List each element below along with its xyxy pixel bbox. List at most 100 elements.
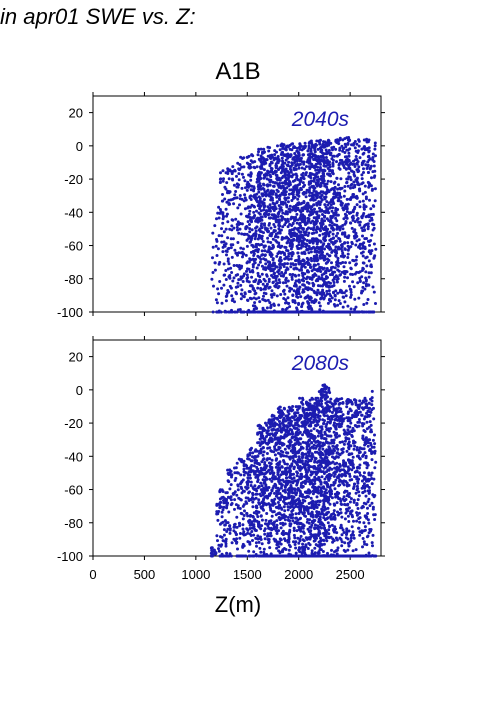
scatter-point (287, 412, 291, 416)
scatter-point (215, 310, 219, 314)
scatter-point (235, 540, 239, 544)
scatter-point (239, 297, 243, 301)
scatter-point (255, 492, 259, 496)
y-tick-label: -60 (64, 239, 83, 254)
scatter-point (301, 398, 305, 402)
scatter-point (238, 163, 242, 167)
scatter-point (258, 426, 262, 430)
scatter-point (266, 240, 270, 244)
scatter-point (229, 198, 233, 202)
scatter-point (260, 222, 264, 226)
scatter-point (283, 501, 287, 505)
scatter-point (248, 195, 252, 199)
scatter-point (220, 286, 223, 290)
scatter-point (255, 506, 259, 510)
scatter-point (242, 533, 246, 537)
scatter-point (215, 217, 218, 221)
scatter-point (251, 486, 255, 490)
scatter-point (243, 232, 247, 236)
scatter-point (305, 470, 309, 474)
scatter-point (300, 401, 304, 405)
scatter-point (264, 262, 268, 266)
scatter-point (230, 541, 234, 545)
scatter-point (261, 453, 265, 457)
scatter-point (278, 420, 281, 423)
scatter-point (253, 233, 257, 237)
scatter-point (224, 269, 228, 272)
scatter-point (262, 208, 266, 212)
scatter-point (300, 484, 304, 488)
scatter-point (262, 257, 266, 261)
scatter-point (290, 477, 294, 481)
scatter-point (271, 510, 275, 514)
scatter-point (263, 279, 267, 283)
scatter-point (270, 161, 274, 165)
scatter-point (223, 197, 227, 201)
scatter-point (256, 220, 260, 224)
scatter-point (277, 462, 281, 466)
scatter-point (225, 200, 229, 204)
scatter-point (217, 216, 221, 220)
scatter-point (221, 169, 225, 173)
scatter-point (259, 527, 263, 531)
scatter-point (278, 424, 282, 428)
scatter-point (251, 500, 255, 504)
scatter-point (236, 554, 240, 558)
scatter-point (211, 231, 215, 235)
scatter-point (277, 477, 281, 481)
scatter-point (263, 527, 267, 531)
scatter-point (268, 472, 272, 475)
y-tick-label: -40 (64, 205, 83, 220)
scatter-point (262, 547, 266, 551)
scatter-point (222, 283, 226, 287)
scatter-point (293, 411, 297, 415)
scatter-point (235, 174, 238, 178)
scatter-point (265, 458, 269, 462)
scatter-point (269, 306, 273, 310)
scatter-point (218, 280, 222, 283)
scatter-point (248, 240, 252, 244)
scatter-point (242, 467, 246, 471)
scatter-point (284, 476, 288, 480)
scatter-point (225, 292, 229, 295)
scatter-point (280, 549, 284, 553)
scatter-point (248, 230, 252, 234)
scatter-point (270, 264, 274, 267)
scatter-point (226, 521, 230, 525)
scatter-point (268, 216, 272, 220)
scatter-point (221, 211, 225, 215)
scatter-point (270, 458, 274, 462)
scatter-point (269, 195, 273, 199)
scatter-point (283, 447, 287, 451)
scatter-point (268, 203, 272, 207)
scatter-point (262, 508, 265, 512)
scatter-point (267, 492, 271, 496)
scatter-point (285, 424, 289, 428)
scatter-point (229, 495, 233, 499)
scatter-point (248, 184, 252, 188)
scatter-point (288, 470, 292, 474)
scatter-point (238, 227, 242, 231)
scatter-point (217, 205, 221, 209)
scatter-point (302, 549, 306, 553)
scatter-point (270, 489, 274, 493)
scatter-point (260, 542, 264, 546)
scatter-point (240, 165, 244, 169)
scatter-point (236, 547, 239, 551)
scatter-point (252, 252, 256, 256)
scatter-point (264, 193, 268, 197)
scatter-point (240, 480, 244, 484)
scatter-point (246, 215, 249, 219)
scatter-point (237, 278, 241, 282)
scatter-point (272, 261, 275, 265)
scatter-point (235, 196, 239, 200)
scatter-point (283, 433, 287, 437)
scatter-point (256, 537, 260, 541)
scatter-point (243, 207, 247, 211)
scatter-point (254, 229, 258, 233)
scatter-point (258, 275, 262, 279)
scatter-point (271, 192, 275, 196)
scatter-point (273, 310, 277, 314)
scatter-point (216, 287, 220, 291)
scatter-point (297, 424, 301, 428)
